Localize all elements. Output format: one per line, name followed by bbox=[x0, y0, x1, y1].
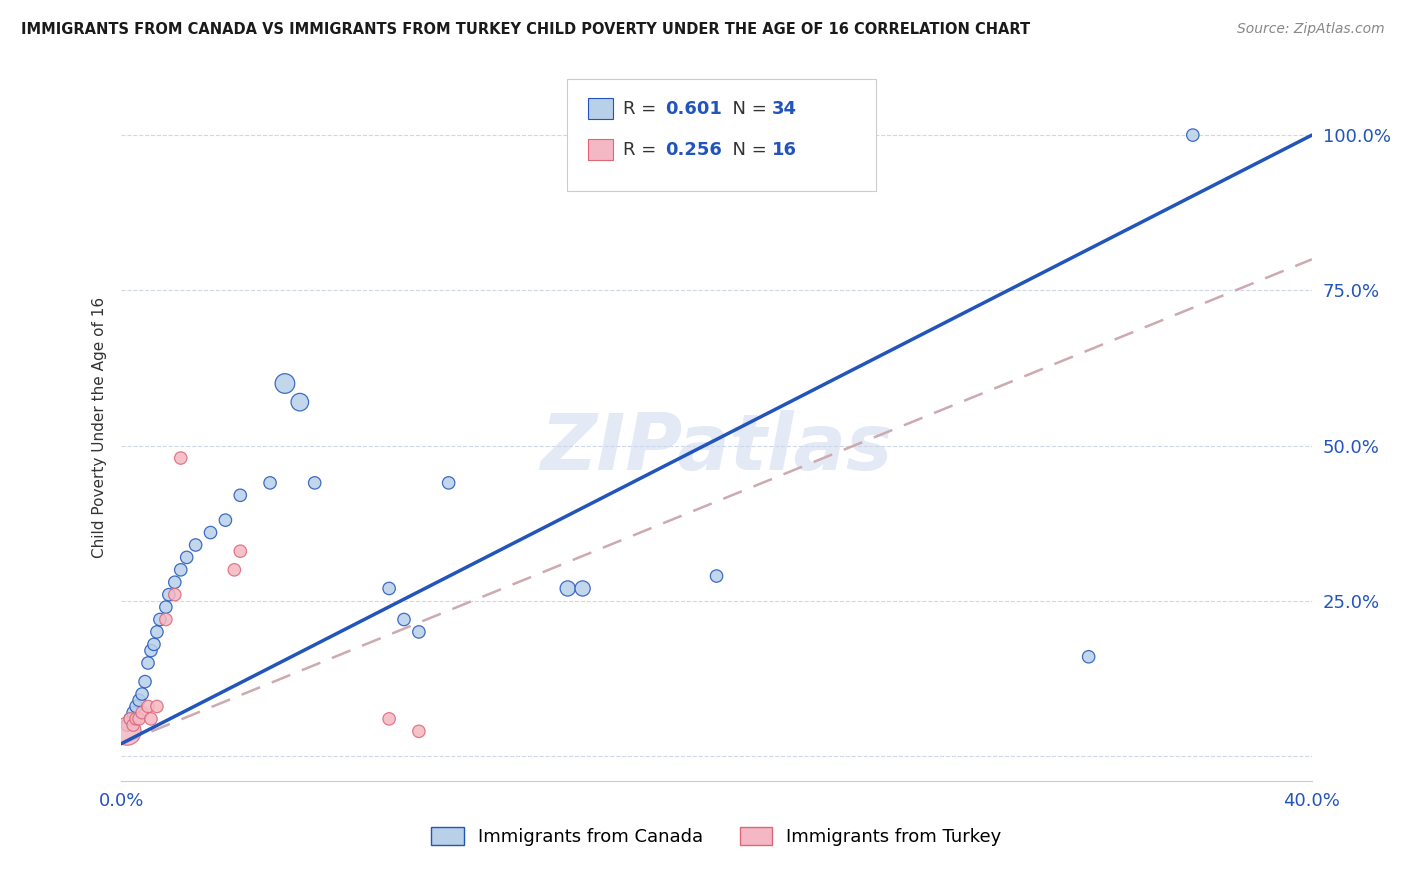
Point bbox=[136, 699, 159, 714]
Point bbox=[170, 450, 193, 465]
Point bbox=[176, 550, 198, 565]
Point bbox=[143, 637, 166, 651]
Point bbox=[122, 706, 145, 720]
Point bbox=[706, 569, 728, 583]
Point bbox=[120, 712, 142, 726]
Point bbox=[163, 575, 186, 590]
Point bbox=[146, 624, 169, 639]
Point bbox=[557, 582, 579, 596]
Text: N =: N = bbox=[721, 100, 773, 118]
Point bbox=[571, 582, 593, 596]
Point bbox=[184, 538, 207, 552]
Point bbox=[139, 712, 162, 726]
Point bbox=[1077, 649, 1099, 664]
Point bbox=[139, 643, 162, 657]
Point bbox=[1181, 128, 1204, 142]
Point bbox=[392, 613, 415, 627]
Point bbox=[146, 699, 169, 714]
Text: ZIPatlas: ZIPatlas bbox=[540, 410, 893, 486]
Point bbox=[304, 475, 326, 490]
Point bbox=[157, 588, 180, 602]
Point bbox=[378, 582, 401, 596]
Point bbox=[437, 475, 460, 490]
Text: 34: 34 bbox=[772, 100, 797, 118]
Point bbox=[259, 475, 281, 490]
Point bbox=[274, 376, 297, 391]
Point bbox=[149, 613, 172, 627]
Point bbox=[288, 395, 311, 409]
Point bbox=[131, 687, 153, 701]
Point bbox=[115, 724, 138, 739]
Y-axis label: Child Poverty Under the Age of 16: Child Poverty Under the Age of 16 bbox=[93, 296, 107, 558]
Point bbox=[163, 588, 186, 602]
Point bbox=[408, 724, 430, 739]
Point bbox=[115, 718, 138, 732]
Point bbox=[136, 656, 159, 670]
Point bbox=[128, 693, 150, 707]
Text: R =: R = bbox=[623, 141, 662, 159]
Point bbox=[229, 544, 252, 558]
Point bbox=[200, 525, 222, 540]
Text: 16: 16 bbox=[772, 141, 797, 159]
Text: 0.601: 0.601 bbox=[665, 100, 721, 118]
Point bbox=[155, 613, 177, 627]
Text: IMMIGRANTS FROM CANADA VS IMMIGRANTS FROM TURKEY CHILD POVERTY UNDER THE AGE OF : IMMIGRANTS FROM CANADA VS IMMIGRANTS FRO… bbox=[21, 22, 1031, 37]
Point bbox=[170, 563, 193, 577]
Text: 0.256: 0.256 bbox=[665, 141, 721, 159]
Point bbox=[122, 718, 145, 732]
Point bbox=[214, 513, 236, 527]
Point bbox=[134, 674, 156, 689]
Text: R =: R = bbox=[623, 100, 662, 118]
Point bbox=[408, 624, 430, 639]
Point bbox=[378, 712, 401, 726]
Point bbox=[131, 706, 153, 720]
Point bbox=[125, 712, 148, 726]
Point bbox=[229, 488, 252, 502]
Point bbox=[120, 712, 142, 726]
Point bbox=[224, 563, 246, 577]
Point bbox=[125, 699, 148, 714]
Text: Source: ZipAtlas.com: Source: ZipAtlas.com bbox=[1237, 22, 1385, 37]
Text: N =: N = bbox=[721, 141, 773, 159]
Point bbox=[155, 600, 177, 615]
Point bbox=[128, 712, 150, 726]
Legend: Immigrants from Canada, Immigrants from Turkey: Immigrants from Canada, Immigrants from … bbox=[425, 820, 1010, 854]
